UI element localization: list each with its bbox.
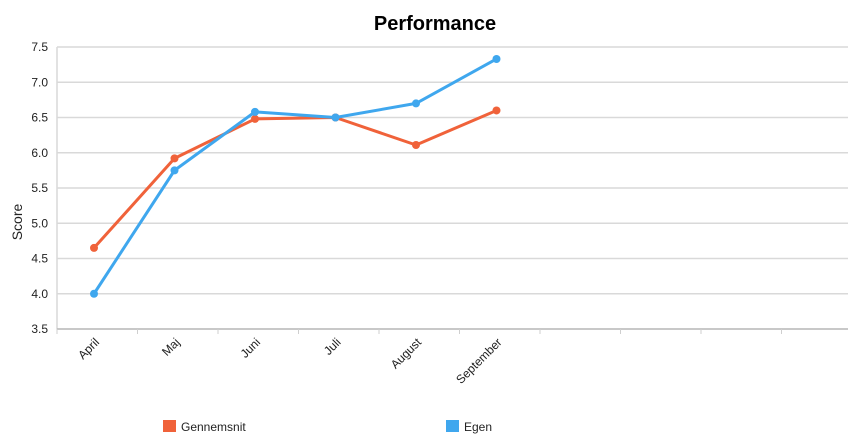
x-tick-label: August — [388, 335, 425, 372]
x-axis-ticks: April Maj Juni Juli August September — [75, 335, 504, 387]
data-point[interactable] — [90, 243, 98, 252]
y-axis-label: Score — [9, 204, 25, 241]
x-gridlines — [56, 329, 782, 334]
data-point[interactable] — [251, 114, 259, 123]
y-tick-label: 4.5 — [31, 252, 48, 266]
y-tick-label: 5.0 — [31, 216, 48, 230]
y-tick-label: 6.0 — [31, 146, 48, 160]
data-point[interactable] — [492, 106, 501, 115]
data-point[interactable] — [251, 107, 259, 116]
gridlines — [56, 46, 848, 330]
series-egen — [90, 54, 501, 298]
series-line — [92, 108, 498, 250]
y-axis-ticks: 7.5 7.0 6.5 6.0 5.5 5.0 4.5 4.0 3.5 — [31, 40, 48, 336]
chart-title: Performance — [374, 13, 496, 35]
y-tick-label: 3.5 — [31, 322, 48, 336]
legend-item-egen[interactable]: Egen — [446, 420, 492, 434]
series-group — [90, 54, 501, 298]
data-point[interactable] — [412, 140, 420, 149]
data-point[interactable] — [331, 113, 340, 122]
x-tick-label: Juni — [238, 335, 263, 360]
x-tick-label: Maj — [159, 335, 183, 359]
legend[interactable]: Gennemsnit Egen — [163, 420, 492, 434]
legend-item-gennemsnit[interactable]: Gennemsnit — [163, 420, 246, 434]
x-tick-label: Juli — [321, 335, 344, 358]
data-point[interactable] — [492, 54, 501, 63]
y-tick-label: 5.5 — [31, 181, 48, 195]
y-tick-label: 6.5 — [31, 111, 48, 125]
legend-label: Egen — [464, 420, 492, 434]
legend-label: Gennemsnit — [181, 420, 246, 434]
series-line — [92, 57, 498, 296]
y-tick-label: 4.0 — [31, 287, 48, 301]
x-tick-label: September — [453, 335, 504, 386]
data-point[interactable] — [412, 99, 420, 108]
series-gennemsnit — [90, 106, 501, 252]
x-tick-label: April — [75, 335, 102, 362]
data-point[interactable] — [170, 166, 179, 175]
legend-swatch — [163, 420, 176, 432]
data-point[interactable] — [170, 154, 179, 163]
legend-swatch — [446, 420, 459, 432]
y-tick-label: 7.5 — [31, 40, 48, 54]
y-tick-label: 7.0 — [31, 75, 48, 89]
data-point[interactable] — [90, 289, 98, 298]
